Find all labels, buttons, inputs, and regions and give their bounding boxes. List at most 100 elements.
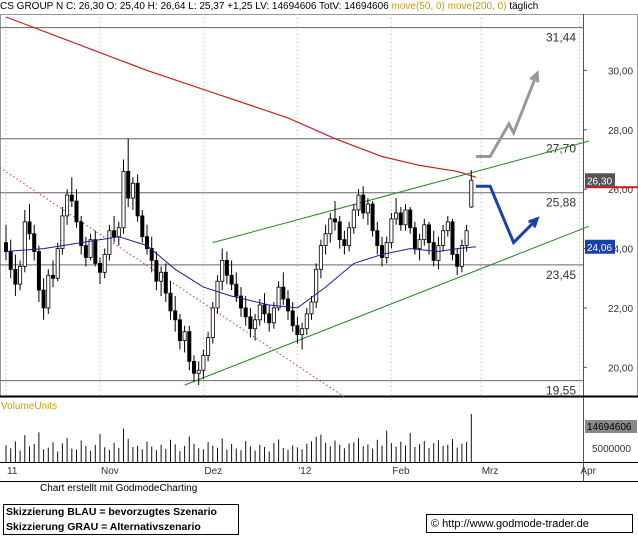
candle	[32, 224, 37, 261]
copyright-icon: ©	[431, 518, 440, 530]
candle-body	[248, 316, 253, 330]
candle	[206, 331, 211, 362]
candle-body	[370, 203, 375, 232]
candle-body	[290, 310, 295, 327]
candle	[379, 236, 384, 267]
y-tick-label: 30,00	[608, 66, 633, 77]
candle-body	[121, 170, 126, 229]
candle-body	[323, 233, 328, 246]
candle-body	[450, 221, 455, 255]
info-bar: CS GROUP N C: 26,30 O: 25,40 H: 26,64 L:…	[0, 0, 638, 14]
candle	[361, 186, 366, 219]
candle	[163, 263, 168, 302]
candle	[455, 248, 460, 276]
candle-body	[41, 289, 46, 309]
candle	[356, 189, 361, 216]
candle	[36, 245, 41, 302]
legend-gray: Skizzierung GRAU = Alternativszenario	[6, 521, 201, 533]
candle-body	[332, 218, 337, 223]
candle-body	[191, 360, 196, 374]
candle	[332, 201, 337, 231]
candle-body	[187, 331, 192, 362]
candle-body	[107, 230, 112, 255]
volume-tick-label: 14694606	[587, 422, 632, 433]
candle	[408, 206, 413, 234]
candle-body	[412, 227, 417, 249]
volume-tag	[585, 420, 637, 433]
candle	[441, 224, 446, 252]
candle-body	[262, 304, 267, 315]
candle	[112, 215, 117, 243]
candle	[93, 230, 98, 267]
level-label: 19,55	[546, 384, 576, 398]
candle	[422, 218, 427, 246]
candle	[304, 307, 309, 335]
candle-body	[445, 221, 450, 232]
candle	[107, 224, 112, 261]
price-panel-frame	[0, 14, 638, 397]
x-tick-label: Mrz	[482, 466, 499, 477]
candle-body	[4, 242, 9, 252]
candle-body	[168, 292, 173, 312]
candle	[323, 224, 328, 255]
candle-body	[140, 215, 145, 238]
level-label: 31,44	[546, 31, 576, 45]
candle-body	[267, 313, 272, 324]
candle	[370, 201, 375, 237]
candle-body	[436, 245, 441, 261]
candle-body	[469, 179, 474, 208]
level-label: 23,45	[546, 268, 576, 282]
candle	[253, 313, 258, 341]
x-tick-label: Apr	[580, 466, 596, 477]
candle-body	[79, 221, 84, 246]
candle	[18, 260, 23, 291]
candle	[314, 263, 319, 308]
symbol-label: CS GROUP N	[0, 1, 64, 12]
candle-body	[13, 268, 18, 285]
candle	[426, 221, 431, 255]
candle-body	[130, 182, 135, 199]
candle	[342, 230, 347, 255]
candle	[389, 212, 394, 249]
candle	[51, 260, 56, 288]
candle	[328, 212, 333, 243]
candle	[215, 275, 220, 314]
scenario-blue-arrow-head	[528, 216, 540, 228]
candle-body	[60, 215, 65, 249]
candle	[154, 251, 159, 291]
scenario-blue-arrow	[476, 184, 539, 246]
candle	[177, 313, 182, 350]
channel-lower-line	[184, 225, 589, 386]
source-url[interactable]: © http://www.godmode-trader.de	[426, 514, 633, 533]
candle-body	[365, 203, 370, 214]
candle	[238, 287, 243, 317]
scenario-legend: Skizzierung BLAU = bevorzugtes Szenario …	[3, 504, 239, 535]
candle-body	[196, 369, 201, 374]
candle-body	[18, 265, 23, 285]
candle	[98, 257, 103, 285]
candle-body	[88, 239, 93, 258]
candle	[121, 159, 126, 234]
y-tick-label: 26,00	[608, 185, 633, 196]
candle	[243, 296, 248, 326]
candle-body	[459, 245, 464, 267]
quote-label: C: 26,30 O: 25,40 H: 26,64 L: 25,37 +1,2…	[65, 1, 389, 12]
candle	[271, 301, 276, 329]
candle-body	[351, 209, 356, 229]
candle	[384, 236, 389, 264]
ma200-line	[5, 16, 477, 178]
candle	[168, 281, 173, 320]
x-tick-label: Feb	[392, 466, 410, 477]
candle	[436, 236, 441, 270]
y-tick-label: 22,00	[608, 304, 633, 315]
candle	[182, 325, 187, 353]
volume-tick-label: 5000000	[592, 444, 631, 455]
candle-body	[276, 286, 281, 309]
candle	[46, 269, 51, 314]
candle	[431, 230, 436, 267]
candle-body	[257, 304, 262, 321]
candle	[224, 251, 229, 285]
candle-body	[379, 245, 384, 258]
candle	[351, 204, 356, 234]
candle-body	[93, 239, 98, 264]
